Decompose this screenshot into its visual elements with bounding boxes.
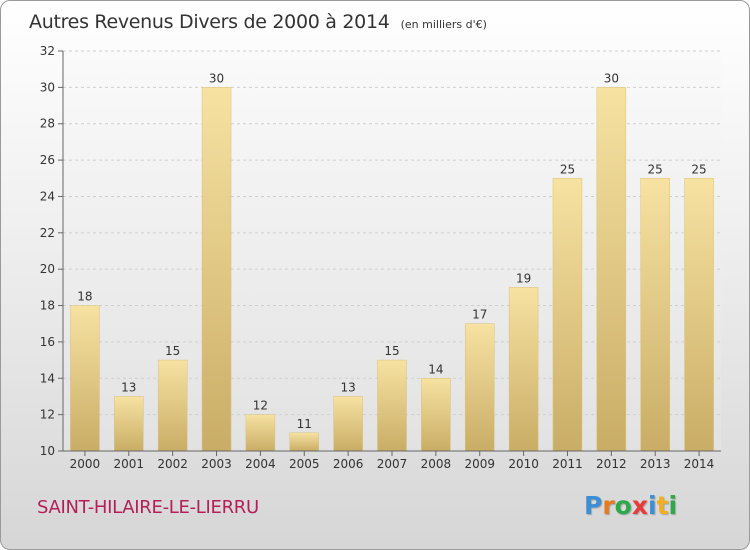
x-tick-label: 2002 [157, 457, 188, 471]
data-label: 25 [560, 162, 575, 176]
x-tick-label: 2005 [289, 457, 320, 471]
bar [508, 287, 539, 452]
data-label: 15 [384, 344, 399, 358]
x-tick-label: 2011 [552, 457, 583, 471]
x-tick-label: 2013 [640, 457, 671, 471]
data-label: 13 [340, 380, 355, 394]
x-tick-label: 2010 [508, 457, 539, 471]
bar [377, 359, 407, 452]
proxiti-logo[interactable]: Proxiti [584, 491, 677, 520]
bar [201, 87, 232, 452]
title-row: Autres Revenus Divers de 2000 à 2014 (en… [29, 11, 487, 33]
data-label: 25 [691, 162, 706, 176]
bar [245, 414, 276, 452]
data-label: 17 [472, 308, 487, 322]
logo-letter: x [631, 491, 648, 520]
y-tick-label: 16 [40, 335, 55, 349]
y-tick-label: 12 [40, 408, 55, 422]
y-axis: 10 12 14 16 18 20 22 24 26 28 30 32 [40, 44, 64, 458]
x-tick-label: 2003 [201, 457, 232, 471]
bar [640, 178, 670, 452]
data-label: 30 [209, 71, 224, 85]
y-tick-label: 20 [40, 262, 55, 276]
y-tick-label: 22 [40, 226, 55, 240]
chart-title: Autres Revenus Divers de 2000 à 2014 [29, 11, 390, 33]
chart-unit: (en milliers d'€) [400, 18, 487, 31]
x-tick-label: 2012 [596, 457, 627, 471]
bar [684, 178, 714, 452]
data-label: 19 [516, 271, 531, 285]
logo-letter: i [668, 491, 678, 520]
data-label: 14 [428, 362, 443, 376]
x-tick-label: 2007 [377, 457, 408, 471]
data-label: 15 [165, 344, 180, 358]
x-tick-label: 2008 [421, 457, 452, 471]
data-label: 18 [77, 290, 92, 304]
city-name: SAINT-HILAIRE-LE-LIERRU [37, 497, 259, 518]
bars: 18 13 15 30 12 11 13 15 14 17 19 25 30 25 25 [70, 71, 714, 452]
y-tick-label: 32 [40, 44, 55, 58]
bar [289, 432, 320, 452]
bar [552, 178, 583, 452]
bar [70, 305, 100, 452]
x-axis: 2000 2001 2002 2003 2004 2005 2006 2007 2008 2009… [63, 450, 721, 471]
y-tick-label: 26 [40, 153, 55, 167]
x-tick-label: 2014 [684, 457, 715, 471]
bar [114, 396, 144, 452]
y-tick-label: 24 [40, 189, 55, 203]
data-label: 30 [604, 71, 619, 85]
logo-letter: P [584, 491, 603, 520]
x-tick-label: 2004 [245, 457, 276, 471]
x-tick-label: 2006 [333, 457, 364, 471]
x-tick-label: 2009 [464, 457, 495, 471]
y-tick-label: 14 [40, 371, 55, 385]
y-tick-label: 30 [40, 80, 55, 94]
data-label: 13 [121, 380, 136, 394]
x-tick-label: 2000 [70, 457, 101, 471]
data-label: 12 [253, 399, 268, 413]
logo-letter: o [614, 491, 632, 520]
bar [333, 396, 363, 452]
data-label: 25 [648, 162, 663, 176]
logo-letter: r [602, 491, 615, 520]
x-tick-label: 2001 [114, 457, 145, 471]
bar [157, 359, 188, 452]
y-tick-label: 28 [40, 117, 55, 131]
logo-letter: t [656, 491, 669, 520]
bar [596, 87, 627, 452]
y-tick-label: 18 [40, 299, 55, 313]
y-tick-label: 10 [40, 444, 55, 458]
bar [464, 323, 495, 452]
logo-letter: i [648, 491, 657, 520]
bar [421, 378, 451, 452]
data-label: 11 [297, 417, 312, 431]
